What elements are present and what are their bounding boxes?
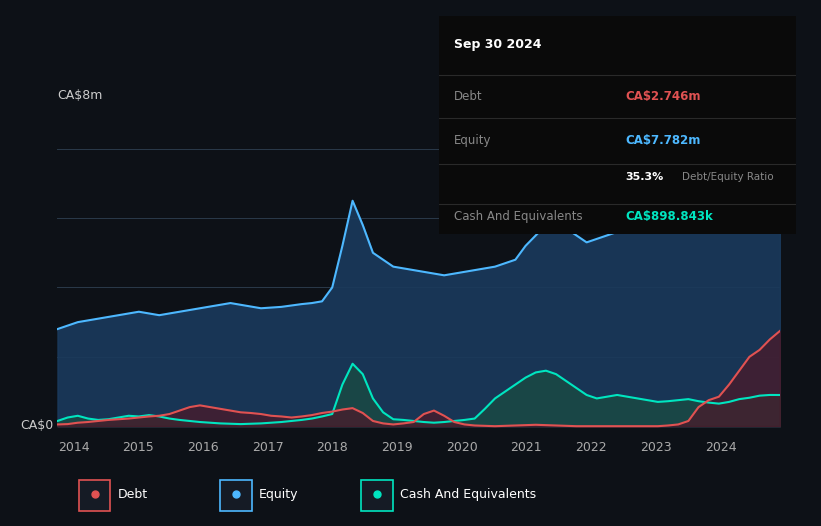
Text: 35.3%: 35.3% [625,173,663,183]
Text: CA$7.782m: CA$7.782m [625,134,700,147]
Text: CA$8m: CA$8m [57,89,103,102]
FancyBboxPatch shape [220,480,252,511]
Text: CA$2.746m: CA$2.746m [625,90,700,103]
Text: CA$898.843k: CA$898.843k [625,210,713,223]
Text: CA$0: CA$0 [21,419,54,432]
Text: Debt: Debt [117,488,148,501]
FancyBboxPatch shape [361,480,393,511]
Text: Equity: Equity [453,134,491,147]
Text: Debt: Debt [453,90,482,103]
Text: Cash And Equivalents: Cash And Equivalents [453,210,582,223]
Text: Equity: Equity [259,488,298,501]
Text: Sep 30 2024: Sep 30 2024 [453,38,541,50]
FancyBboxPatch shape [79,480,110,511]
Text: Cash And Equivalents: Cash And Equivalents [400,488,536,501]
Text: Debt/Equity Ratio: Debt/Equity Ratio [682,173,773,183]
